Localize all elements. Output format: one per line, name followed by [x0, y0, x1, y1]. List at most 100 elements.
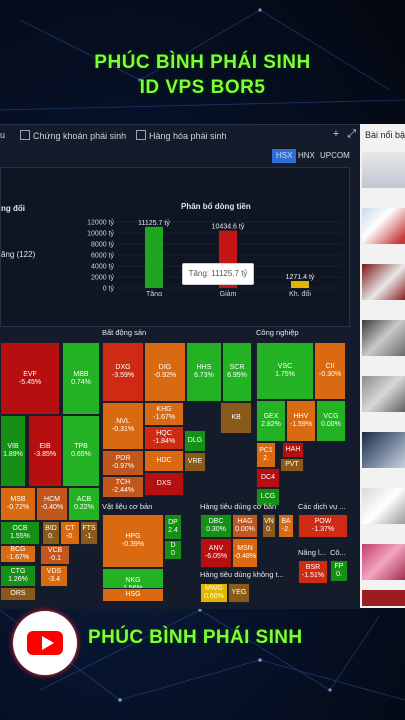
heatmap-cell-evf[interactable]: EVF -5.45%	[0, 342, 60, 415]
ticker-label: HAG	[237, 518, 253, 525]
heatmap-cell-pdr[interactable]: PDR -0.97%	[102, 450, 144, 476]
sector-label-co: Cô...	[330, 548, 346, 557]
heatmap-cell-pvt[interactable]: PVT	[280, 458, 304, 472]
heatmap-cell-vcg[interactable]: VCG 0.00%	[316, 400, 346, 442]
heatmap-cell-dc4[interactable]: DC4	[256, 468, 280, 488]
change-label: -0.97%	[111, 463, 135, 470]
ticker-label: NKG	[125, 577, 141, 584]
bar-Tăng[interactable]	[145, 226, 163, 288]
news-thumb[interactable]	[362, 208, 405, 244]
ticker-label: HCM	[44, 496, 60, 503]
news-thumb[interactable]	[362, 590, 405, 606]
heatmap-cell-msb[interactable]: MSB -0.72%	[0, 487, 36, 521]
change-label: 0.74%	[71, 378, 91, 386]
heatmap-cell-tch[interactable]: TCH -2.44%	[102, 476, 144, 498]
heatmap-cell-hdc[interactable]: HDC	[144, 450, 184, 472]
tab-commodities[interactable]: Hàng hóa phái sinh	[136, 130, 227, 141]
tab-bar: u Chứng khoán phái sinh Hàng hóa phái si…	[0, 127, 360, 145]
news-thumb[interactable]	[362, 376, 405, 412]
heatmap-cell-vib[interactable]: VIB 1.89%	[0, 415, 26, 487]
heatmap-cell-msn[interactable]: MSN -0.48%	[232, 538, 258, 568]
heatmap-cell-hhs[interactable]: HHS 6.73%	[186, 342, 222, 402]
heatmap-cell-ba[interactable]: BA -2.	[278, 514, 294, 538]
tab-partial[interactable]: u	[0, 130, 5, 140]
change-label: -0.72%	[6, 504, 30, 511]
heatmap-cell-pc1[interactable]: PC1 2.	[256, 442, 276, 468]
heatmap-cell-lcg[interactable]: LCG	[256, 488, 280, 506]
change-label: -1.67%	[6, 554, 30, 561]
heatmap-cell-dbc[interactable]: DBC 0.30%	[200, 514, 232, 538]
heatmap-cell-cii[interactable]: CII -0.30%	[314, 342, 346, 400]
heatmap-cell-mbb[interactable]: MBB 0.74%	[62, 342, 100, 415]
y-tick-label: 0 tỷ	[103, 286, 115, 293]
heatmap-cell-bid[interactable]: BID 0.	[42, 521, 60, 545]
sector-label-nang: Năng l...	[298, 548, 326, 557]
news-thumb[interactable]	[362, 152, 405, 188]
heatmap-cell-hah[interactable]: HAH	[282, 442, 304, 458]
heatmap-cell-dlg[interactable]: DLG	[184, 430, 206, 452]
heatmap-cell-bcg[interactable]: BCG -1.67%	[0, 545, 36, 563]
heatmap-cell-ct[interactable]: CT -0.	[60, 521, 80, 545]
heatmap-cell-hsg[interactable]: HSG	[102, 588, 164, 602]
heatmap-cell-dp[interactable]: DP 2.4	[164, 514, 182, 540]
heatmap-cell-vcb[interactable]: VCB -0.1	[40, 545, 70, 565]
heatmap-cell-dig[interactable]: DIG -0.92%	[144, 342, 186, 402]
heatmap-cell-vsc[interactable]: VSC 1.75%	[256, 342, 314, 400]
heatmap-cell-eib[interactable]: EIB -3.85%	[28, 415, 62, 487]
heatmap-cell-mwg[interactable]: MWG 0.60%	[200, 583, 228, 603]
heatmap-cell-ctg[interactable]: CTG 1.26%	[0, 565, 36, 587]
ticker-label: BA	[281, 518, 291, 525]
change-label: 0.60%	[204, 593, 224, 600]
x-category-label: Giảm	[220, 291, 237, 296]
bar-Kh. đổi[interactable]	[291, 281, 309, 288]
banner-line-2: ID VPS BOR5	[139, 77, 266, 98]
sector-label-htdk: Hàng tiêu dùng không t...	[200, 570, 284, 579]
heatmap-cell-vds[interactable]: VDS -3.4	[40, 565, 68, 587]
heatmap-cell-yeg[interactable]: YEG	[228, 583, 250, 603]
change-label: -0.	[65, 533, 75, 540]
heatmap-cell-dxg[interactable]: DXG -3.59%	[102, 342, 144, 402]
ticker-label: HAH	[285, 446, 301, 453]
heatmap-cell-tpb[interactable]: TPB 0.65%	[62, 415, 100, 487]
y-tick-label: 10000 tỷ	[87, 231, 114, 238]
news-thumb[interactable]	[362, 488, 405, 524]
expand-icon[interactable]: ⤢	[347, 128, 356, 140]
heatmap-cell-anv[interactable]: ANV -6.05%	[200, 538, 232, 568]
tab-derivatives[interactable]: Chứng khoán phái sinh	[20, 130, 126, 141]
x-category-label: Kh. đổi	[289, 290, 311, 296]
news-thumb[interactable]	[362, 320, 405, 356]
heatmap-cell-vn[interactable]: VN 0.	[262, 514, 276, 538]
heatmap-cell-hcm[interactable]: HCM -0.40%	[36, 487, 68, 521]
heatmap-cell-bsr[interactable]: BSR -1.51%	[298, 560, 328, 584]
news-thumb[interactable]	[362, 544, 405, 580]
heatmap-cell-kb[interactable]: KB	[220, 402, 252, 434]
exchange-hsx-button[interactable]: HSX	[272, 149, 297, 163]
heatmap-cell-ors[interactable]: ORS	[0, 587, 36, 601]
heatmap-cell-hpg[interactable]: HPG -0.39%	[102, 514, 164, 568]
ticker-label: HHS	[196, 364, 212, 371]
heatmap-cell-vre[interactable]: VRE	[184, 452, 206, 472]
heatmap-cell-fts[interactable]: FTS -1.	[80, 521, 98, 545]
heatmap-cell-pow[interactable]: POW -1.37%	[298, 514, 348, 538]
news-thumb[interactable]	[362, 432, 405, 468]
heatmap-cell-nvl[interactable]: NVL -0.31%	[102, 402, 144, 450]
x-category-label: Tăng	[146, 291, 162, 296]
exchange-upcom-button[interactable]: UPCOM	[320, 151, 350, 160]
ticker-label: MSB	[10, 496, 26, 503]
heatmap-cell-ocb[interactable]: OCB 1.55%	[0, 521, 40, 545]
heatmap-cell-hag[interactable]: HAG 0.00%	[232, 514, 258, 538]
heatmap-cell-scr[interactable]: SCR 6.95%	[222, 342, 252, 402]
heatmap-cell-hqc[interactable]: HQC -1.84%	[144, 426, 184, 450]
add-icon[interactable]: +	[332, 128, 340, 140]
heatmap-cell-gex[interactable]: GEX 2.82%	[256, 400, 286, 442]
exchange-hnx-button[interactable]: HNX	[298, 151, 315, 160]
ticker-label: KB	[231, 414, 241, 421]
heatmap-cell-dxs[interactable]: DXS	[144, 472, 184, 496]
heatmap-cell-fp[interactable]: FP 0.	[330, 560, 348, 582]
tab-label: Hàng hóa phái sinh	[149, 131, 227, 141]
heatmap-cell-khg[interactable]: KHG -1.67%	[144, 402, 184, 426]
heatmap-cell-hhv[interactable]: HHV -1.59%	[286, 400, 316, 442]
news-thumb[interactable]	[362, 264, 405, 300]
heatmap-cell-acb[interactable]: ACB 0.22%	[68, 487, 100, 521]
